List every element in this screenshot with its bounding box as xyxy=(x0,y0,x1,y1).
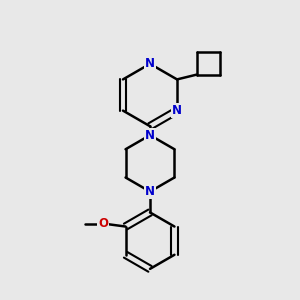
Text: N: N xyxy=(145,185,155,198)
Text: O: O xyxy=(98,217,108,230)
Text: N: N xyxy=(172,104,182,117)
Text: N: N xyxy=(145,129,155,142)
Text: N: N xyxy=(145,57,155,70)
